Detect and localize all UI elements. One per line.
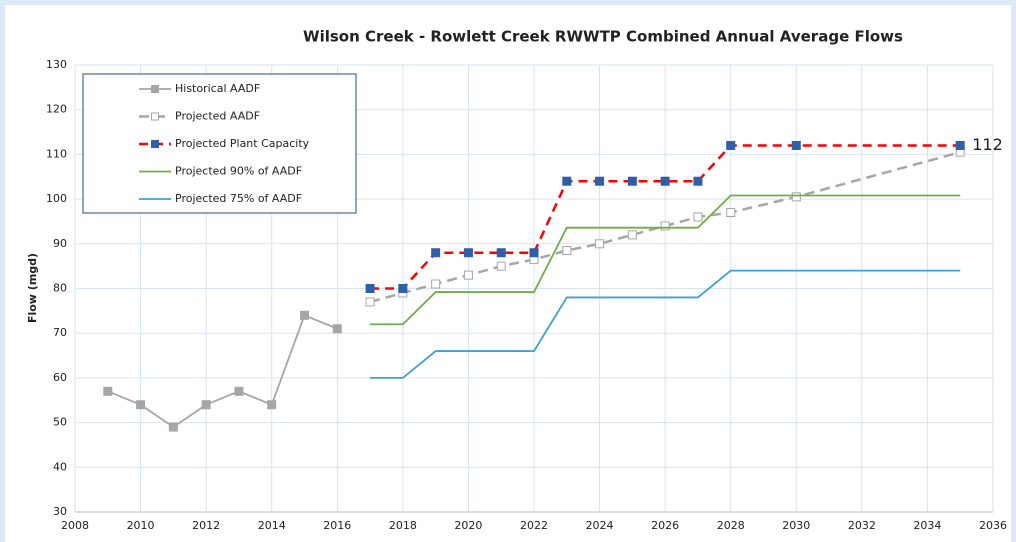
series-line bbox=[370, 194, 961, 326]
marker bbox=[496, 261, 506, 271]
marker bbox=[627, 176, 637, 186]
marker bbox=[726, 140, 736, 150]
marker bbox=[398, 284, 408, 293]
x-tick-label: 2022 bbox=[520, 519, 548, 532]
y-tick-label: 100 bbox=[46, 192, 67, 205]
y-tick-label: 40 bbox=[53, 460, 67, 473]
x-tick-label: 2036 bbox=[979, 519, 1007, 532]
marker bbox=[136, 400, 146, 410]
marker bbox=[595, 176, 605, 186]
legend-label: Historical AADF bbox=[175, 82, 260, 95]
marker bbox=[168, 422, 178, 432]
marker bbox=[365, 284, 375, 293]
x-tick-label: 2016 bbox=[323, 519, 351, 532]
legend-box bbox=[82, 73, 357, 214]
marker bbox=[365, 297, 375, 307]
series-line bbox=[369, 150, 961, 304]
marker bbox=[201, 400, 211, 410]
y-tick-label: 120 bbox=[46, 103, 67, 116]
x-tick-label: 2018 bbox=[389, 519, 417, 532]
marker bbox=[595, 239, 605, 249]
x-tick-label: 2032 bbox=[848, 519, 876, 532]
marker bbox=[431, 279, 441, 289]
marker bbox=[463, 248, 473, 258]
y-tick-label: 80 bbox=[53, 282, 67, 295]
series-line bbox=[370, 269, 961, 379]
legend-label: Projected Plant Capacity bbox=[175, 137, 310, 150]
marker bbox=[693, 176, 703, 186]
legend-label: Projected 75% of AADF bbox=[175, 192, 302, 205]
y-axis-label: Flow (mgd) bbox=[26, 253, 39, 323]
marker bbox=[660, 221, 670, 231]
marker bbox=[267, 400, 277, 410]
x-tick-label: 2014 bbox=[258, 519, 286, 532]
marker bbox=[496, 248, 506, 258]
y-tick-label: 60 bbox=[53, 371, 67, 384]
x-tick-label: 2030 bbox=[782, 519, 810, 532]
x-tick-label: 2026 bbox=[651, 519, 679, 532]
marker bbox=[562, 246, 572, 256]
y-tick-label: 50 bbox=[53, 416, 67, 429]
x-tick-label: 2010 bbox=[127, 519, 155, 532]
marker bbox=[693, 212, 703, 222]
marker bbox=[103, 386, 113, 396]
marker bbox=[955, 140, 965, 150]
marker bbox=[151, 112, 159, 121]
series-line bbox=[107, 314, 338, 429]
x-tick-label: 2008 bbox=[61, 519, 89, 532]
x-tick-label: 2028 bbox=[717, 519, 745, 532]
y-tick-label: 30 bbox=[53, 505, 67, 518]
marker bbox=[300, 310, 309, 320]
marker bbox=[791, 140, 801, 150]
x-tick-label: 2020 bbox=[454, 519, 482, 532]
chart-title: Wilson Creek - Rowlett Creek RWWTP Combi… bbox=[303, 28, 903, 46]
x-tick-label: 2012 bbox=[192, 519, 220, 532]
legend-label: Projected AADF bbox=[175, 110, 260, 123]
series-line bbox=[370, 144, 961, 290]
data-label: 112 bbox=[972, 135, 1003, 154]
x-tick-label: 2024 bbox=[586, 519, 614, 532]
marker bbox=[529, 248, 539, 258]
marker bbox=[726, 208, 736, 218]
marker bbox=[627, 230, 637, 240]
y-tick-label: 110 bbox=[46, 147, 67, 160]
legend-label: Projected 90% of AADF bbox=[175, 165, 302, 178]
marker bbox=[463, 270, 473, 280]
marker bbox=[660, 176, 670, 186]
marker bbox=[562, 176, 572, 186]
marker bbox=[332, 324, 342, 334]
marker bbox=[234, 386, 244, 396]
marker bbox=[151, 140, 159, 148]
marker bbox=[151, 85, 159, 93]
x-tick-label: 2034 bbox=[913, 519, 941, 532]
y-tick-label: 70 bbox=[53, 326, 67, 339]
y-tick-label: 130 bbox=[46, 58, 67, 71]
marker bbox=[431, 248, 441, 258]
marker bbox=[791, 192, 801, 202]
y-tick-label: 90 bbox=[53, 237, 67, 250]
